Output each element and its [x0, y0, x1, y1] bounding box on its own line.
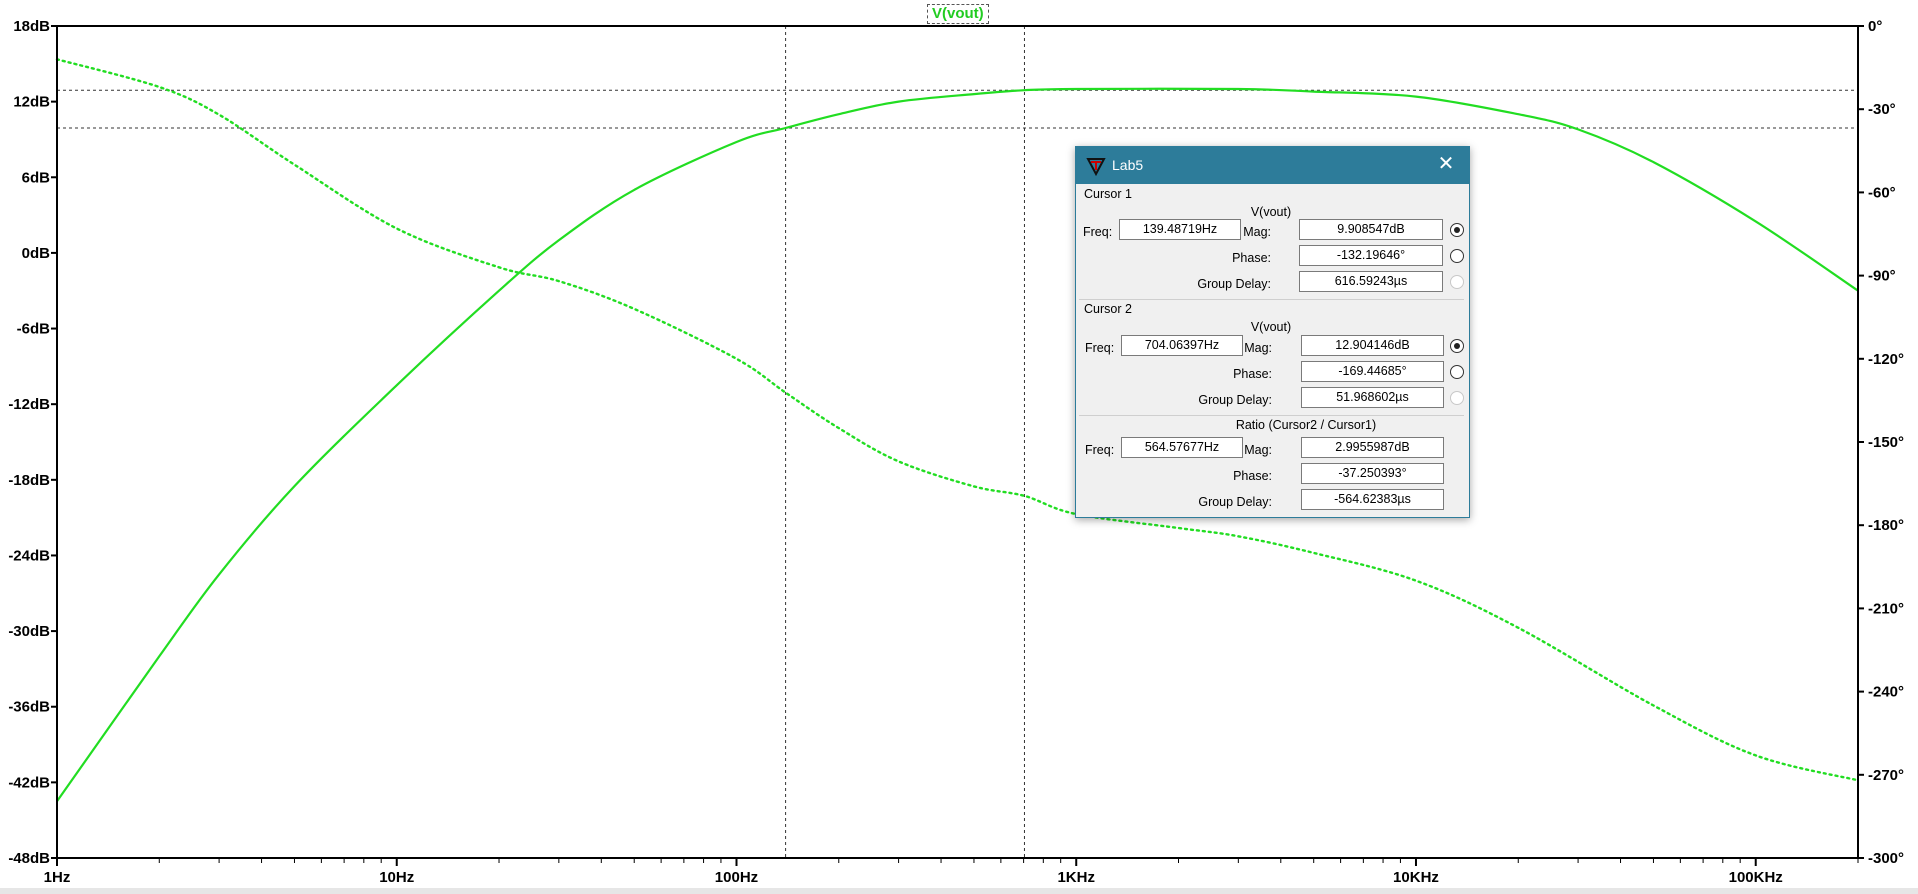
magnitude-trace: [56, 87, 1859, 802]
cursor2-mag-label: Mag:: [1244, 341, 1272, 355]
close-icon[interactable]: ✕: [1437, 153, 1455, 175]
x-axis-tick-label: 100Hz: [715, 869, 758, 886]
cursor2-freq-input[interactable]: 704.06397Hz: [1121, 335, 1243, 356]
right-axis-tick-label: -60°: [1868, 184, 1896, 201]
cursor2-mag-radio[interactable]: [1450, 339, 1464, 353]
status-strip: [0, 888, 1918, 894]
section-divider: [1079, 299, 1464, 300]
cursor1-group-delay-radio[interactable]: [1450, 275, 1464, 289]
right-axis-tick-label: -180°: [1868, 517, 1904, 534]
cursor1-phase-label: Phase:: [1232, 251, 1271, 265]
left-axis-tick-label: 12dB: [13, 94, 50, 111]
right-axis-tick-label: -210°: [1868, 600, 1904, 617]
phase-trace: [55, 58, 1860, 782]
ltspice-icon: [1086, 158, 1106, 176]
cursor2-group-delay-label: Group Delay:: [1198, 393, 1272, 407]
trace-label[interactable]: V(vout): [927, 4, 989, 24]
right-axis-tick-label: -150°: [1868, 434, 1904, 451]
ratio-group-delay-label: Group Delay:: [1198, 495, 1272, 509]
cursor2-group-delay-radio[interactable]: [1450, 391, 1464, 405]
cursor1-mag-radio[interactable]: [1450, 223, 1464, 237]
x-axis-tick-label: 10KHz: [1393, 869, 1439, 886]
x-axis-tick-label: 100KHz: [1729, 869, 1783, 886]
cursor2-phase-label: Phase:: [1233, 367, 1272, 381]
left-axis-tick-label: -18dB: [8, 472, 50, 489]
cursor1-group-delay-label: Group Delay:: [1197, 277, 1271, 291]
right-axis-tick-label: -240°: [1868, 684, 1904, 701]
cursor2-phase-value: -169.44685°: [1301, 361, 1444, 382]
cursor1-mag-label: Mag:: [1243, 225, 1271, 239]
cursor1-freq-label: Freq:: [1083, 225, 1113, 239]
cursor1-mag-value: 9.908547dB: [1299, 219, 1443, 240]
dialog-title: Lab5: [1112, 157, 1144, 173]
ratio-freq-label: Freq:: [1085, 443, 1115, 457]
ratio-phase-label: Phase:: [1233, 469, 1272, 483]
ratio-mag-value: 2.9955987dB: [1301, 437, 1444, 458]
plot-frame: [56, 25, 1859, 859]
left-axis-tick-label: 6dB: [22, 169, 51, 186]
cursor2-trace-name: V(vout): [1250, 320, 1292, 334]
cursor-dialog[interactable]: Lab5 ✕ Cursor 1 V(vout) Freq: 139.48719H…: [1075, 146, 1470, 518]
cursor1-freq-input[interactable]: 139.48719Hz: [1119, 219, 1241, 240]
cursor1-group-delay-value: 616.59243µs: [1299, 271, 1443, 292]
ratio-freq-value: 564.57677Hz: [1121, 437, 1243, 458]
left-axis-tick-label: -48dB: [8, 850, 50, 867]
cursor2-mag-value: 12.904146dB: [1301, 335, 1444, 356]
ratio-section-label: Ratio (Cursor2 / Cursor1): [1235, 418, 1377, 432]
dialog-titlebar[interactable]: Lab5 ✕: [1076, 147, 1469, 184]
left-axis-tick-label: -30dB: [8, 623, 50, 640]
cursor1-phase-radio[interactable]: [1450, 249, 1464, 263]
cursor1-trace-name: V(vout): [1250, 205, 1292, 219]
cursor2-phase-radio[interactable]: [1450, 365, 1464, 379]
cursor1-section-label: Cursor 1: [1084, 187, 1132, 201]
left-axis-tick-label: 18dB: [13, 18, 50, 35]
cursor2-freq-label: Freq:: [1085, 341, 1115, 355]
cursor1-phase-value: -132.19646°: [1299, 245, 1443, 266]
left-axis-tick-label: 0dB: [22, 245, 51, 262]
cursor2-group-delay-value: 51.968602µs: [1301, 387, 1444, 408]
left-axis-tick-label: -6dB: [17, 321, 51, 338]
left-axis-tick-label: -24dB: [8, 547, 50, 564]
left-axis-tick-label: -36dB: [8, 699, 50, 716]
section-divider: [1079, 415, 1464, 416]
x-axis-tick-label: 1KHz: [1057, 869, 1095, 886]
ratio-phase-value: -37.250393°: [1301, 463, 1444, 484]
right-axis-tick-label: 0°: [1868, 18, 1882, 35]
x-axis-tick-label: 10Hz: [379, 869, 414, 886]
left-axis-tick-label: -12dB: [8, 396, 50, 413]
ratio-group-delay-value: -564.62383µs: [1301, 489, 1444, 510]
left-axis-tick-label: -42dB: [8, 774, 50, 791]
right-axis-tick-label: -90°: [1868, 268, 1896, 285]
right-axis-tick-label: -120°: [1868, 351, 1904, 368]
right-axis-tick-label: -30°: [1868, 101, 1896, 118]
cursor2-section-label: Cursor 2: [1084, 302, 1132, 316]
ratio-mag-label: Mag:: [1244, 443, 1272, 457]
x-axis-tick-label: 1Hz: [44, 869, 71, 886]
right-axis-tick-label: -300°: [1868, 850, 1904, 867]
right-axis-tick-label: -270°: [1868, 767, 1904, 784]
